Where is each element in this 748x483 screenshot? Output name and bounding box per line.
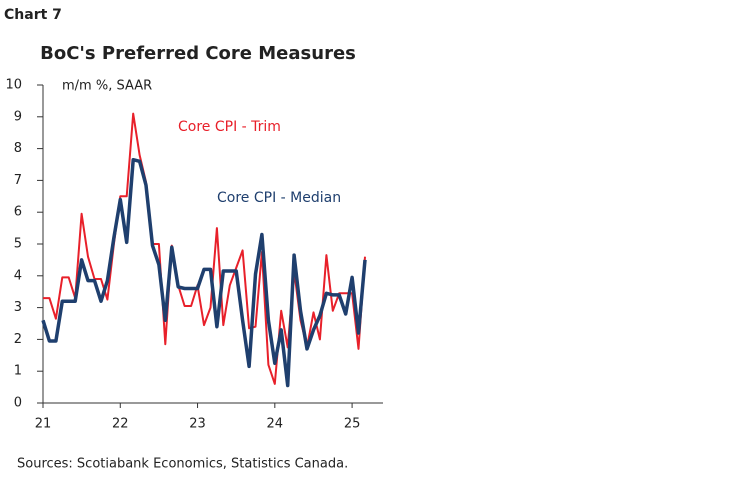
x-tick-label: 24	[267, 417, 284, 432]
y-tick-label: 3	[14, 300, 22, 315]
y-tick-label: 0	[14, 396, 22, 411]
x-tick-label: 22	[112, 417, 129, 432]
source: Sources: Scotiabank Economics, Statistic…	[17, 457, 348, 472]
data-line	[43, 112, 366, 385]
y-tick-label: 5	[14, 237, 22, 252]
y-tick-label: 1	[14, 364, 22, 379]
y-tick-label: 6	[14, 205, 22, 220]
legend-label: Core CPI - Trim	[178, 119, 281, 135]
x-tick-label: 25	[344, 417, 361, 432]
y-tick-label: 4	[14, 268, 22, 283]
chart-title: BoC's Preferred Core Measures	[40, 43, 356, 64]
data-line	[41, 157, 367, 388]
x-tick-label: 21	[35, 417, 52, 432]
y-tick-label: 9	[14, 109, 22, 124]
y-axis-label: m/m %, SAAR	[62, 79, 152, 94]
y-tick-label: 10	[5, 78, 22, 93]
x-tick-label: 23	[189, 417, 206, 432]
legend-label: Core CPI - Median	[217, 190, 341, 206]
y-tick-label: 7	[14, 173, 22, 188]
y-tick-label: 8	[14, 141, 22, 156]
chart-label: Chart 7	[4, 7, 62, 23]
y-tick-label: 2	[14, 332, 22, 347]
